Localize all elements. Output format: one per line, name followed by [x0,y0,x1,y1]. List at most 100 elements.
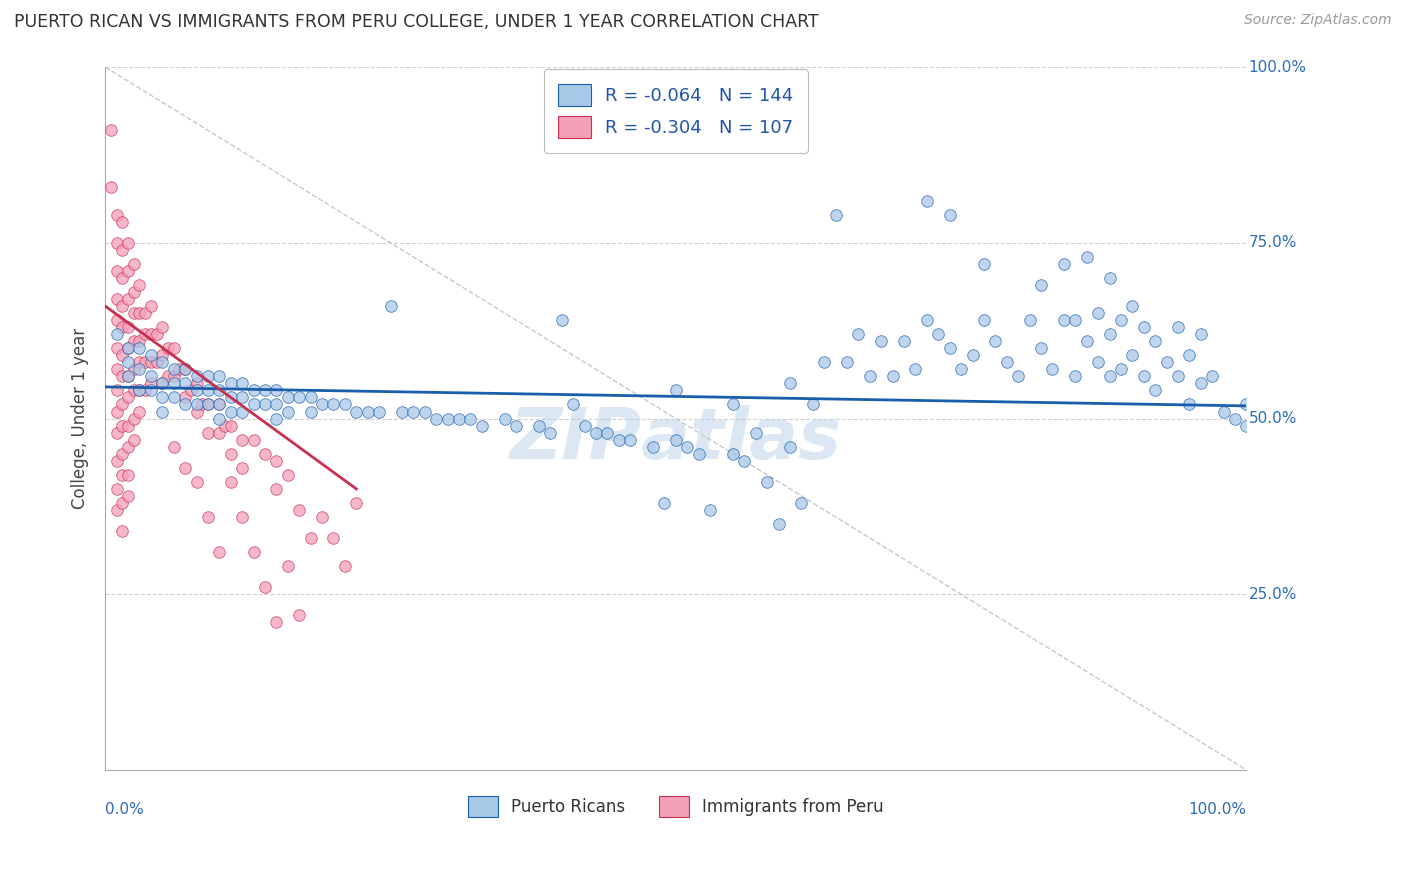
Point [253,384,276,398]
Point [117,418,139,433]
Point [105,362,128,376]
Point [180,384,202,398]
Point [1121,348,1143,362]
Point [186,369,208,384]
Point [219,376,242,391]
Point [150,391,173,405]
Point [105,341,128,355]
Point [231,376,253,391]
Point [585,425,607,440]
Point [277,559,299,574]
Point [117,235,139,250]
Point [197,397,219,411]
Point [174,391,197,405]
Point [813,355,835,369]
Point [128,306,150,320]
Point [1053,257,1076,271]
Point [174,376,197,391]
Text: ZIP​atlas: ZIP​atlas [510,405,842,475]
Point [1064,369,1087,384]
Point [266,482,288,496]
Point [231,404,253,418]
Point [100,123,122,137]
Point [111,243,134,257]
Point [186,376,208,391]
Point [145,355,167,369]
Point [1178,397,1201,411]
Point [1236,418,1258,433]
Point [191,397,214,411]
Point [111,369,134,384]
Point [150,348,173,362]
Point [242,397,264,411]
Point [186,397,208,411]
Point [163,440,186,454]
Point [105,384,128,398]
Point [139,376,162,391]
Point [1109,313,1132,327]
Point [1098,369,1121,384]
Point [1223,411,1246,425]
Point [471,418,494,433]
Point [1018,313,1040,327]
Point [122,257,145,271]
Point [150,376,173,391]
Point [163,391,186,405]
Y-axis label: College, Under 1 year: College, Under 1 year [72,328,89,509]
Point [973,313,995,327]
Point [447,411,470,425]
Point [721,397,744,411]
Point [145,327,167,342]
Point [219,475,242,489]
Text: 100.0%: 100.0% [1188,802,1247,817]
Point [111,418,134,433]
Point [641,440,664,454]
Point [904,362,927,376]
Point [231,433,253,447]
Point [699,503,721,517]
Point [779,376,801,391]
Point [214,418,236,433]
Point [1201,369,1223,384]
Point [117,440,139,454]
Point [105,313,128,327]
Point [134,355,156,369]
Point [139,327,162,342]
Point [197,397,219,411]
Point [242,433,264,447]
Point [174,460,197,475]
Point [117,369,139,384]
Point [117,341,139,355]
Point [266,615,288,630]
Point [139,369,162,384]
Point [1144,334,1167,349]
Point [505,418,527,433]
Point [1064,313,1087,327]
Point [186,404,208,418]
Point [288,391,311,405]
Point [266,411,288,425]
Point [163,376,186,391]
Point [197,369,219,384]
Point [413,404,436,418]
Point [134,327,156,342]
Point [163,341,186,355]
Point [619,433,641,447]
Point [288,503,311,517]
Point [824,208,846,222]
Point [1189,327,1212,342]
Legend: Puerto Ricans, Immigrants from Peru: Puerto Ricans, Immigrants from Peru [460,788,891,825]
Point [995,355,1018,369]
Point [150,355,173,369]
Point [174,362,197,376]
Text: 25.0%: 25.0% [1249,587,1298,602]
Point [111,467,134,482]
Point [768,516,790,531]
Point [1156,355,1178,369]
Point [105,264,128,278]
Point [117,292,139,306]
Point [277,391,299,405]
Point [1178,348,1201,362]
Point [402,404,425,418]
Point [150,404,173,418]
